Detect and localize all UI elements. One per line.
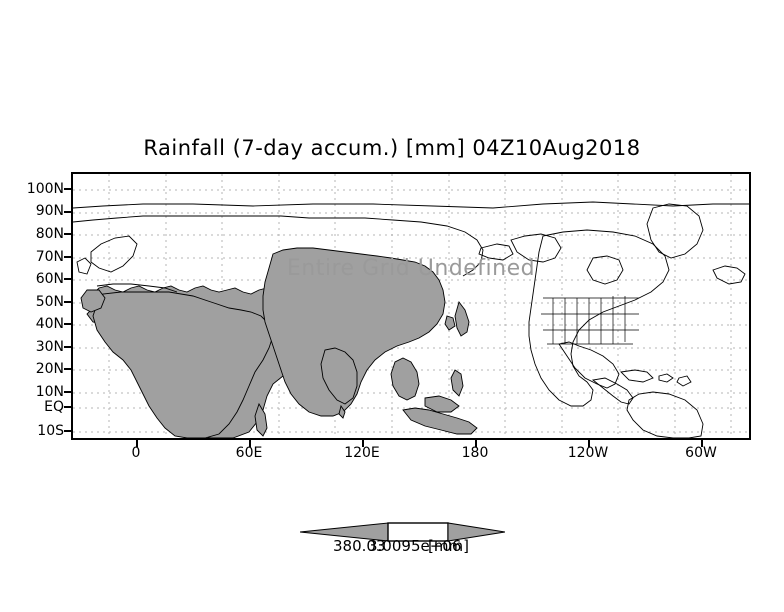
x-tick-label-60e: 60E xyxy=(235,445,263,461)
y-tick-label-100n: 100N xyxy=(26,181,64,197)
y-tick-label-30n: 30N xyxy=(35,339,64,355)
x-tick-label-120e: 120E xyxy=(344,445,380,461)
y-tick-label-20n: 20N xyxy=(35,361,64,377)
x-tick-label-120w: 120W xyxy=(567,445,609,461)
colorbar[interactable] xyxy=(300,519,505,545)
y-tick-label-10n: 10N xyxy=(35,384,64,400)
colorbar-high-label: 3.0095e+06 xyxy=(368,537,462,555)
y-tick-label-90n: 90N xyxy=(35,203,64,219)
world-map-svg xyxy=(73,174,749,438)
x-tick-label-60w: 60W xyxy=(685,445,717,461)
x-tick-label-0: 0 xyxy=(131,445,141,461)
colorbar-low-label: 380.03 xyxy=(333,537,386,555)
y-tick-label-80n: 80N xyxy=(35,226,64,242)
y-tick-label-70n: 70N xyxy=(35,249,64,265)
y-tick-label-60n: 60N xyxy=(35,271,64,287)
map-canvas[interactable] xyxy=(71,172,751,440)
y-tick-label-10s: 10S xyxy=(37,423,64,439)
coastline-outline-group xyxy=(73,201,749,438)
colorbar-svg xyxy=(300,522,505,542)
colorbar-unit-label: [mm] xyxy=(428,537,469,555)
shaded-landmass-group xyxy=(80,247,478,438)
y-tick-label-50n: 50N xyxy=(35,294,64,310)
colorbar-labels: 380.03 3.0095e+06 [mm] xyxy=(250,539,570,559)
y-tick-label-40n: 40N xyxy=(35,316,64,332)
y-axis: 100N 90N 80N 70N 60N 50N 40N 30N 20N 10N… xyxy=(14,0,64,612)
x-tick-label-180: 180 xyxy=(461,445,489,461)
page-title: Rainfall (7-day accum.) [mm] 04Z10Aug201… xyxy=(143,136,641,160)
y-tick-label-eq: EQ xyxy=(44,399,64,415)
